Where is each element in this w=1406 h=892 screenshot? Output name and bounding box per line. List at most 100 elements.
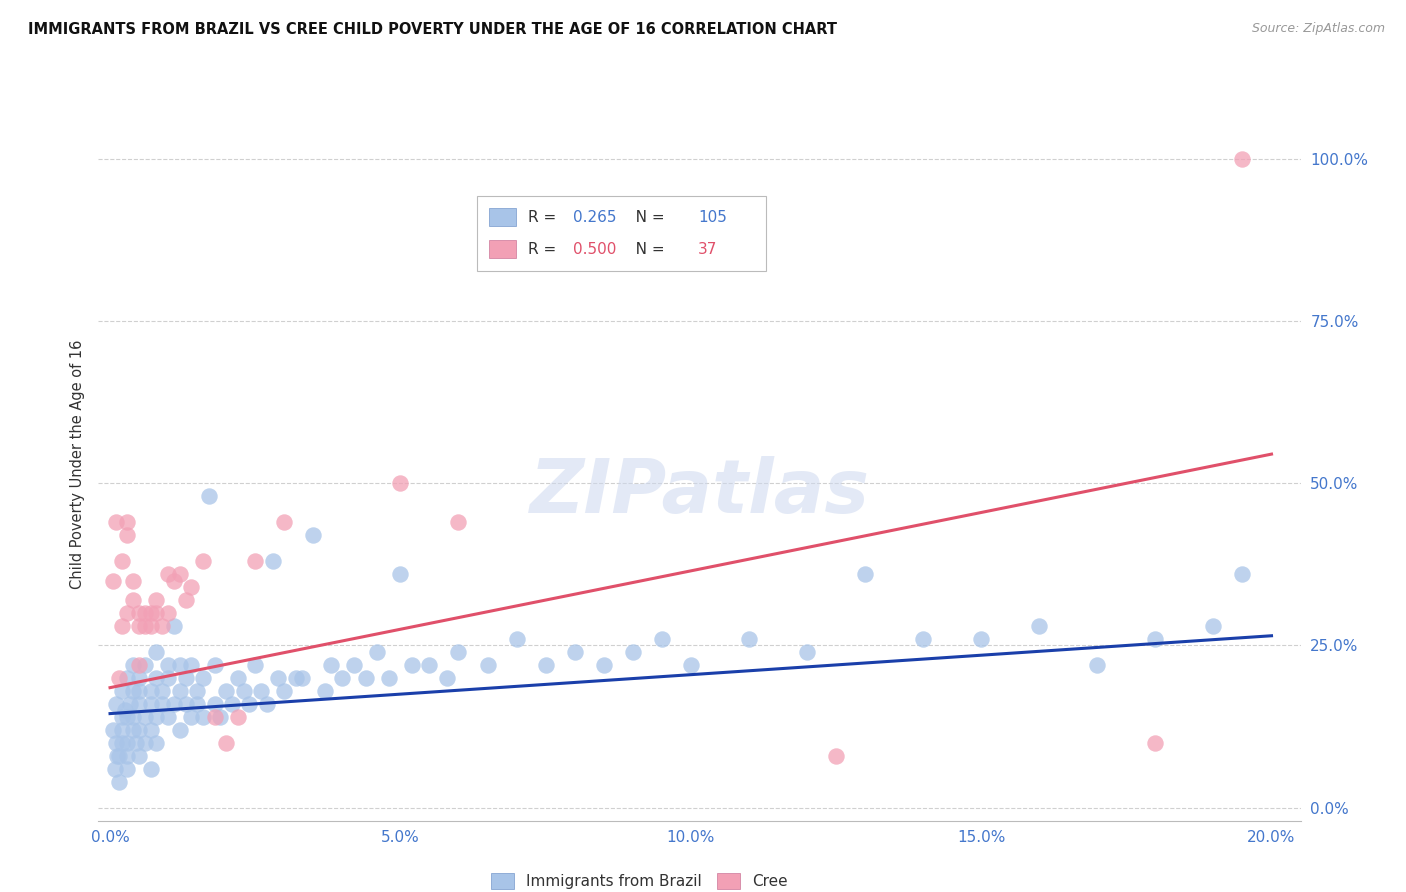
Point bbox=[366, 645, 388, 659]
Point bbox=[186, 697, 208, 711]
Point bbox=[145, 593, 167, 607]
Point bbox=[389, 476, 412, 491]
Point bbox=[738, 632, 761, 646]
Point bbox=[128, 671, 150, 685]
Point bbox=[122, 723, 145, 737]
Point bbox=[145, 606, 167, 620]
Point bbox=[169, 567, 191, 582]
Point bbox=[204, 697, 226, 711]
Point bbox=[117, 736, 139, 750]
Point bbox=[134, 736, 156, 750]
Point bbox=[157, 710, 180, 724]
Point bbox=[221, 697, 243, 711]
Point bbox=[174, 697, 197, 711]
Point bbox=[651, 632, 673, 646]
Point bbox=[111, 710, 134, 724]
Point bbox=[191, 710, 214, 724]
Point bbox=[302, 528, 325, 542]
Point bbox=[150, 684, 173, 698]
Point bbox=[145, 710, 167, 724]
Point bbox=[378, 671, 401, 685]
Point bbox=[284, 671, 307, 685]
Point bbox=[226, 671, 249, 685]
Point bbox=[291, 671, 314, 685]
Point bbox=[245, 554, 267, 568]
Point bbox=[134, 619, 156, 633]
Text: Source: ZipAtlas.com: Source: ZipAtlas.com bbox=[1251, 22, 1385, 36]
Point bbox=[104, 515, 127, 529]
Point bbox=[180, 657, 202, 672]
Point bbox=[169, 684, 191, 698]
Point bbox=[180, 710, 202, 724]
Text: 0.500: 0.500 bbox=[574, 243, 617, 257]
Point bbox=[111, 736, 134, 750]
Text: N =: N = bbox=[621, 243, 669, 257]
Point bbox=[125, 736, 148, 750]
Point bbox=[111, 723, 134, 737]
Point bbox=[145, 645, 167, 659]
Point bbox=[197, 489, 219, 503]
Point bbox=[122, 710, 145, 724]
Point bbox=[679, 657, 702, 672]
FancyBboxPatch shape bbox=[477, 196, 766, 271]
FancyBboxPatch shape bbox=[489, 209, 516, 227]
Point bbox=[128, 723, 150, 737]
Point bbox=[186, 684, 208, 698]
Point bbox=[134, 606, 156, 620]
Point bbox=[157, 671, 180, 685]
Point bbox=[117, 528, 139, 542]
Y-axis label: Child Poverty Under the Age of 16: Child Poverty Under the Age of 16 bbox=[69, 339, 84, 589]
Point bbox=[117, 606, 139, 620]
Point bbox=[114, 703, 136, 717]
Point bbox=[232, 684, 254, 698]
Point bbox=[418, 657, 440, 672]
Point bbox=[107, 774, 129, 789]
Point bbox=[436, 671, 458, 685]
Point bbox=[169, 723, 191, 737]
Point bbox=[1144, 632, 1167, 646]
Point bbox=[128, 748, 150, 763]
Point bbox=[117, 710, 139, 724]
Point bbox=[1232, 152, 1254, 166]
Point bbox=[104, 697, 127, 711]
Point bbox=[139, 697, 162, 711]
Point bbox=[139, 723, 162, 737]
Point bbox=[122, 657, 145, 672]
Point bbox=[120, 697, 142, 711]
Point bbox=[150, 619, 173, 633]
Point bbox=[314, 684, 336, 698]
Point bbox=[122, 593, 145, 607]
Point bbox=[157, 567, 180, 582]
Point bbox=[111, 684, 134, 698]
Point bbox=[145, 736, 167, 750]
Point bbox=[245, 657, 267, 672]
FancyBboxPatch shape bbox=[489, 241, 516, 259]
Point bbox=[111, 619, 134, 633]
Point bbox=[104, 736, 127, 750]
Point bbox=[912, 632, 935, 646]
Point bbox=[534, 657, 557, 672]
Point bbox=[101, 723, 124, 737]
Point bbox=[796, 645, 818, 659]
Point bbox=[1232, 567, 1254, 582]
Point bbox=[330, 671, 353, 685]
Point bbox=[163, 697, 186, 711]
Point bbox=[139, 619, 162, 633]
Point bbox=[174, 671, 197, 685]
Point bbox=[145, 671, 167, 685]
Text: N =: N = bbox=[621, 211, 669, 225]
Point bbox=[853, 567, 876, 582]
Point bbox=[134, 710, 156, 724]
Point bbox=[122, 574, 145, 588]
Text: 105: 105 bbox=[699, 211, 727, 225]
Point bbox=[343, 657, 366, 672]
Point bbox=[1202, 619, 1225, 633]
Point bbox=[107, 671, 129, 685]
Point bbox=[157, 606, 180, 620]
Point bbox=[107, 748, 129, 763]
Point bbox=[250, 684, 273, 698]
Point bbox=[564, 645, 586, 659]
Point bbox=[163, 619, 186, 633]
Point bbox=[267, 671, 290, 685]
Point bbox=[505, 632, 527, 646]
